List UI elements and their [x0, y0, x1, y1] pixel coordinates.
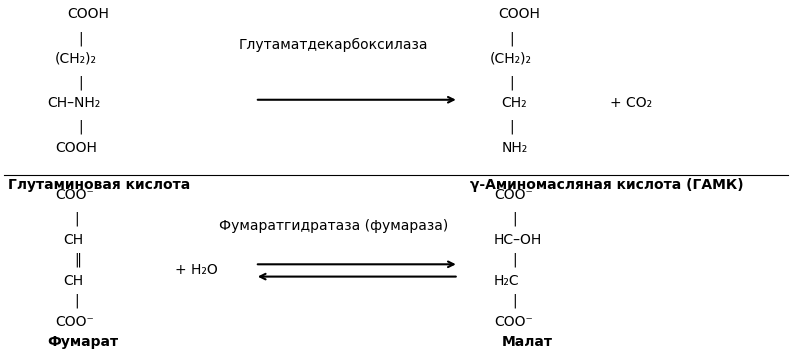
Text: |: | — [75, 294, 79, 308]
Text: Глутаминовая кислота: Глутаминовая кислота — [8, 178, 191, 192]
Text: (CH₂)₂: (CH₂)₂ — [55, 52, 97, 66]
Text: |: | — [509, 31, 514, 46]
Text: |: | — [79, 120, 84, 134]
Text: Фумаратгидратаза (фумараза): Фумаратгидратаза (фумараза) — [219, 219, 448, 233]
Text: COO⁻: COO⁻ — [494, 315, 533, 329]
Text: CH: CH — [63, 274, 83, 288]
Text: |: | — [79, 75, 84, 90]
Text: COO⁻: COO⁻ — [55, 315, 94, 329]
Text: COOH: COOH — [498, 7, 539, 21]
Text: COO⁻: COO⁻ — [494, 188, 533, 202]
Text: |: | — [79, 31, 84, 46]
Text: HC–OH: HC–OH — [494, 233, 543, 247]
Text: CH–NH₂: CH–NH₂ — [47, 96, 101, 110]
Text: + CO₂: + CO₂ — [610, 96, 652, 110]
Text: Малат: Малат — [502, 335, 553, 349]
Text: COOH: COOH — [67, 7, 109, 21]
Text: NH₂: NH₂ — [502, 141, 528, 155]
Text: |: | — [512, 294, 517, 308]
Text: (CH₂)₂: (CH₂)₂ — [490, 52, 532, 66]
Text: Фумарат: Фумарат — [47, 335, 118, 349]
Text: COOH: COOH — [55, 141, 97, 155]
Text: ‖: ‖ — [75, 253, 82, 268]
Text: |: | — [509, 120, 514, 134]
Text: γ-Аминомасляная кислота (ГАМК): γ-Аминомасляная кислота (ГАМК) — [470, 178, 744, 192]
Text: CH: CH — [63, 233, 83, 247]
Text: Глутаматдекарбоксилаза: Глутаматдекарбоксилаза — [238, 38, 428, 52]
Text: |: | — [512, 212, 517, 227]
Text: + H₂O: + H₂O — [175, 263, 217, 278]
Text: |: | — [75, 212, 79, 227]
Text: COO⁻: COO⁻ — [55, 188, 94, 202]
Text: H₂C: H₂C — [494, 274, 520, 288]
Text: |: | — [509, 75, 514, 90]
Text: CH₂: CH₂ — [502, 96, 527, 110]
Text: |: | — [512, 253, 517, 268]
